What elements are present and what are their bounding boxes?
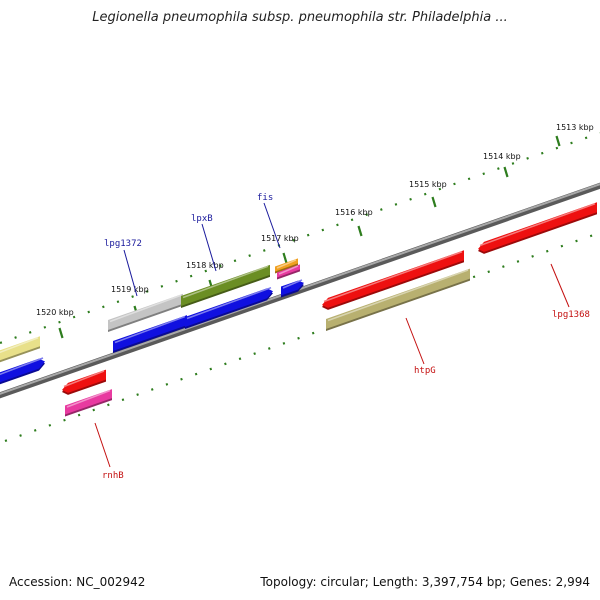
feature-highlight [276, 259, 297, 269]
feature-fis-blue [281, 279, 304, 298]
feature-body [181, 264, 270, 306]
feature-forward-inner-blue [0, 357, 45, 385]
scale-labels: 1513 kbp 1514 kbp 1515 kbp 1516 kbp 1517 kbp… [36, 123, 594, 317]
scale-label: 1519 kbp [111, 285, 149, 294]
feature-lpg1372-gray [108, 293, 183, 332]
major-tick [282, 252, 288, 264]
feature-body [108, 293, 183, 330]
backbone [0, 182, 600, 399]
gene-label-rnhB: rnhB [102, 471, 124, 481]
feature-highlight [278, 265, 299, 275]
feature-body [478, 202, 597, 252]
feature-body [0, 336, 40, 361]
scale-label: 1520 kbp [36, 308, 74, 317]
feature-body [322, 250, 464, 308]
scale-label: 1518 kbp [186, 261, 224, 270]
leader-line [123, 249, 138, 297]
feature-body [65, 389, 112, 415]
scale-label: 1516 kbp [335, 208, 373, 217]
feature-body [62, 369, 106, 393]
major-tick [357, 225, 363, 237]
feature-body [0, 358, 45, 383]
topology-summary: Topology: circular; Length: 3,397,754 bp… [260, 575, 590, 589]
leader-line [405, 317, 425, 365]
leader-line [263, 202, 281, 249]
gene-label-htpG: htpG [414, 366, 436, 376]
feature-lpxB-blue [185, 286, 273, 329]
feature-highlight [109, 294, 182, 323]
scale-label: 1517 kbp [261, 234, 299, 243]
feature-fis-orange [275, 258, 298, 274]
scale-label: 1513 kbp [556, 123, 594, 132]
feature-htpG-red [322, 250, 464, 310]
gene-label-lpg1372: lpg1372 [104, 239, 142, 249]
feature-lpg1372-blue [113, 315, 187, 353]
major-tick [431, 196, 437, 208]
gene-label-fis: fis [257, 193, 273, 203]
feature-highlight [327, 269, 469, 322]
feature-highlight [182, 265, 269, 299]
feature-htpG-khaki [326, 268, 470, 331]
feature-highlight [323, 251, 463, 303]
feature-lpg1368-red [478, 202, 597, 254]
gene-label-lpxB: lpxB [191, 214, 213, 224]
feature-highlight [63, 370, 105, 388]
feature-highlight [114, 315, 186, 344]
major-tick [503, 166, 509, 178]
feature-highlight [66, 389, 111, 408]
scale-label: 1515 kbp [409, 180, 447, 189]
gene-features [0, 202, 597, 417]
leader-line [201, 223, 217, 272]
feature-body [326, 268, 470, 329]
major-tick [58, 327, 64, 339]
feature-highlight [186, 286, 272, 320]
gene-label-lpg1368: lpg1368 [552, 310, 590, 320]
accession-text: Accession: NC_002942 [9, 575, 146, 589]
backbone-shadow [0, 182, 600, 399]
leader-line [94, 422, 111, 468]
feature-lpxB-olive [181, 264, 270, 308]
feature-forward-outer-yellow [0, 336, 40, 363]
gene-labels: fis lpxB lpg1372 htpG lpg1368 rnhB [94, 193, 590, 481]
feature-rnhB-pink [65, 389, 112, 417]
feature-highlight [0, 357, 44, 376]
feature-body [281, 280, 304, 296]
feature-highlight [0, 337, 39, 354]
feature-fis-pink [277, 264, 300, 280]
feature-highlight [479, 203, 596, 247]
scale-label: 1514 kbp [483, 152, 521, 161]
feature-body [185, 288, 273, 327]
reverse-tick-row [4, 231, 600, 443]
feature-rnhB-red [62, 369, 106, 395]
map-title: Legionella pneumophila subsp. pneumophil… [92, 10, 508, 25]
major-tick [555, 135, 561, 147]
feature-highlight [282, 279, 303, 289]
leader-line [550, 263, 570, 308]
feature-body [113, 315, 187, 351]
